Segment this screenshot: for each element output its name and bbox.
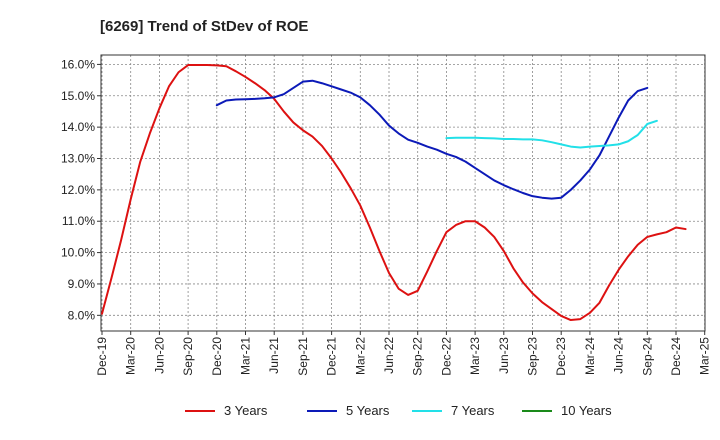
x-tick-label: Sep-22 [411, 337, 425, 376]
series-line-7-years [445, 119, 658, 149]
x-tick-label: Jun-21 [267, 337, 281, 374]
chart-title: [6269] Trend of StDev of ROE [100, 18, 308, 35]
x-tick-label: Mar-21 [239, 337, 253, 375]
x-tick-label: Mar-23 [468, 337, 482, 375]
x-tick-label: Dec-24 [669, 337, 683, 376]
x-tick-label: Dec-23 [554, 337, 568, 376]
y-tick-label: 16.0% [61, 57, 95, 71]
x-tick-label: Mar-24 [583, 337, 597, 375]
x-axis-ticks: Dec-19 Mar-20 Jun-20 Sep-20 Dec-20 Mar-21 Jun-… [95, 331, 712, 376]
x-tick-label: Mar-20 [124, 337, 138, 375]
y-tick-label: 11.0% [62, 214, 95, 228]
x-tick-label: Jun-23 [497, 337, 511, 374]
legend-item-5-years: 5 Years [307, 403, 390, 418]
y-tick-label: 14.0% [61, 120, 95, 134]
legend: 3 Years 5 Years 7 Years 10 Years [185, 403, 612, 418]
y-tick-label: 9.0% [68, 277, 96, 291]
legend-item-7-years: 7 Years [412, 403, 495, 418]
y-tick-label: 13.0% [61, 152, 95, 166]
x-tick-label: Mar-25 [698, 337, 712, 375]
legend-label: 7 Years [451, 403, 495, 418]
legend-item-3-years: 3 Years [185, 403, 268, 418]
series-lines [101, 64, 687, 322]
x-tick-label: Sep-21 [296, 337, 310, 376]
x-tick-label: Dec-22 [439, 337, 453, 376]
plot-area [101, 55, 705, 331]
x-tick-label: Jun-22 [382, 337, 396, 374]
grid-lines [101, 55, 706, 331]
y-tick-label: 10.0% [61, 246, 95, 260]
legend-label: 3 Years [224, 403, 268, 418]
series-line-3-years [101, 64, 687, 322]
series-line-5-years [215, 79, 649, 200]
y-tick-label: 8.0% [68, 308, 96, 322]
x-tick-label: Jun-20 [152, 337, 166, 374]
legend-label: 10 Years [561, 403, 612, 418]
x-tick-label: Sep-23 [526, 337, 540, 376]
x-tick-label: Jun-24 [612, 337, 626, 374]
y-axis-ticks: 8.0% 9.0% 10.0% 11.0% 12.0% 13.0% 14.0% 15.0% 16… [61, 57, 101, 322]
x-tick-label: Sep-24 [640, 337, 654, 376]
x-tick-label: Dec-19 [95, 337, 109, 376]
plot-frame [100, 54, 706, 332]
x-tick-label: Mar-22 [353, 337, 367, 375]
y-tick-label: 15.0% [61, 89, 95, 103]
x-tick-label: Dec-21 [325, 337, 339, 376]
legend-label: 5 Years [346, 403, 390, 418]
y-tick-label: 12.0% [61, 183, 95, 197]
x-tick-label: Sep-20 [181, 337, 195, 376]
x-tick-label: Dec-20 [210, 337, 224, 376]
legend-item-10-years: 10 Years [522, 403, 612, 418]
